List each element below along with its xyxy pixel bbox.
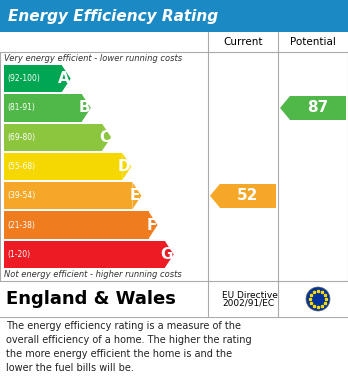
Text: G: G	[160, 247, 173, 262]
Circle shape	[306, 287, 330, 311]
Bar	[4, 65, 62, 92]
Bar	[4, 212, 149, 239]
Polygon shape	[210, 184, 220, 208]
Bar	[4, 241, 165, 268]
Polygon shape	[165, 241, 174, 268]
Text: (92-100): (92-100)	[7, 74, 40, 83]
Text: Potential: Potential	[290, 37, 336, 47]
Text: 2002/91/EC: 2002/91/EC	[222, 298, 274, 307]
Polygon shape	[280, 96, 290, 120]
Text: 87: 87	[307, 100, 329, 115]
Text: B: B	[78, 100, 90, 115]
Text: The energy efficiency rating is a measure of the
overall efficiency of a home. T: The energy efficiency rating is a measur…	[6, 321, 252, 373]
Text: (69-80): (69-80)	[7, 133, 35, 142]
Text: 52: 52	[237, 188, 259, 203]
Bar	[0, 281, 348, 317]
Polygon shape	[102, 124, 111, 151]
Text: Not energy efficient - higher running costs: Not energy efficient - higher running co…	[4, 270, 182, 279]
Text: F: F	[146, 217, 157, 233]
Text: E: E	[130, 188, 140, 203]
Text: (39-54): (39-54)	[7, 191, 35, 200]
Text: EU Directive: EU Directive	[222, 291, 278, 300]
Polygon shape	[62, 65, 71, 92]
Polygon shape	[122, 153, 131, 180]
Text: D: D	[118, 159, 130, 174]
Bar	[4, 153, 122, 180]
Polygon shape	[149, 212, 158, 239]
Bar	[220, 184, 276, 208]
Bar	[290, 96, 346, 120]
Bar	[0, 32, 348, 52]
Polygon shape	[132, 182, 141, 210]
Text: Very energy efficient - lower running costs: Very energy efficient - lower running co…	[4, 54, 182, 63]
Polygon shape	[82, 94, 91, 122]
Text: A: A	[58, 71, 70, 86]
Bar	[0, 32, 348, 317]
Text: England & Wales: England & Wales	[6, 290, 176, 308]
Text: (1-20): (1-20)	[7, 250, 30, 259]
Text: (21-38): (21-38)	[7, 221, 35, 230]
Bar	[0, 0, 348, 32]
Text: Energy Efficiency Rating: Energy Efficiency Rating	[8, 9, 218, 23]
Bar	[4, 94, 82, 122]
Text: C: C	[99, 130, 110, 145]
Text: (55-68): (55-68)	[7, 162, 35, 171]
Bar	[4, 124, 102, 151]
Text: (81-91): (81-91)	[7, 104, 35, 113]
Bar	[4, 182, 132, 210]
Text: Current: Current	[223, 37, 263, 47]
